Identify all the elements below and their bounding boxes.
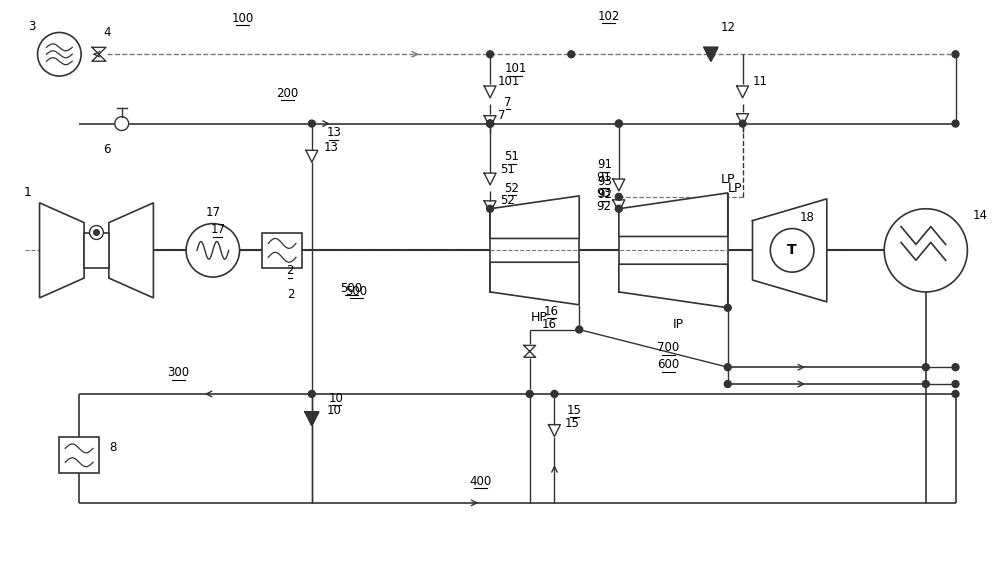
Circle shape	[615, 205, 622, 212]
Text: 91: 91	[597, 158, 612, 171]
Circle shape	[952, 390, 959, 397]
Text: 91: 91	[596, 170, 611, 184]
Polygon shape	[490, 196, 579, 238]
Circle shape	[38, 32, 81, 76]
Text: 101: 101	[498, 75, 520, 88]
Circle shape	[922, 364, 929, 371]
Text: 17: 17	[210, 223, 225, 237]
Text: 92: 92	[597, 188, 612, 201]
FancyBboxPatch shape	[262, 233, 302, 268]
Polygon shape	[40, 203, 84, 298]
Text: 700: 700	[657, 341, 679, 355]
Circle shape	[707, 51, 714, 58]
Text: 11: 11	[753, 75, 768, 88]
Text: 17: 17	[205, 206, 220, 219]
Text: 16: 16	[542, 318, 557, 331]
Polygon shape	[704, 47, 718, 61]
Text: 7: 7	[498, 109, 506, 122]
Text: 10: 10	[327, 404, 342, 417]
Polygon shape	[619, 264, 728, 308]
Text: 18: 18	[800, 211, 814, 224]
Text: 8: 8	[109, 441, 116, 454]
Text: 16: 16	[544, 305, 559, 317]
Text: 52: 52	[500, 194, 515, 207]
Text: 4: 4	[103, 26, 111, 39]
Text: IP: IP	[673, 318, 684, 331]
Polygon shape	[619, 193, 728, 237]
Circle shape	[952, 51, 959, 58]
Text: 12: 12	[721, 21, 736, 34]
Text: 13: 13	[324, 141, 339, 154]
Polygon shape	[305, 412, 319, 426]
Polygon shape	[109, 203, 153, 298]
Circle shape	[487, 120, 494, 127]
Circle shape	[568, 51, 575, 58]
Text: 93: 93	[598, 175, 612, 188]
Text: 52: 52	[504, 182, 519, 195]
Circle shape	[487, 120, 494, 127]
Text: 2: 2	[287, 288, 295, 302]
Circle shape	[551, 390, 558, 397]
Text: 92: 92	[596, 200, 611, 213]
Text: 500: 500	[345, 285, 367, 298]
Circle shape	[94, 230, 99, 235]
Text: 600: 600	[657, 358, 679, 371]
Text: 10: 10	[329, 392, 344, 405]
Text: 200: 200	[276, 87, 298, 100]
Text: 6: 6	[103, 143, 111, 156]
Circle shape	[308, 390, 315, 397]
Circle shape	[952, 120, 959, 127]
Polygon shape	[490, 262, 579, 305]
Text: 14: 14	[973, 209, 988, 222]
Text: T: T	[787, 243, 797, 257]
Circle shape	[615, 120, 622, 127]
Circle shape	[487, 205, 494, 212]
Text: 15: 15	[564, 417, 579, 430]
Text: 51: 51	[504, 150, 519, 163]
Text: 300: 300	[167, 366, 189, 379]
Text: 7: 7	[504, 96, 512, 109]
Text: 3: 3	[28, 20, 35, 33]
Text: 400: 400	[469, 475, 491, 488]
Circle shape	[115, 117, 129, 131]
Circle shape	[526, 390, 533, 397]
FancyBboxPatch shape	[84, 233, 109, 268]
Circle shape	[724, 381, 731, 388]
Circle shape	[724, 364, 731, 371]
Circle shape	[724, 304, 731, 311]
Text: 1: 1	[24, 186, 32, 200]
Text: 101: 101	[505, 62, 527, 75]
Text: 51: 51	[500, 162, 515, 176]
Circle shape	[487, 120, 494, 127]
FancyBboxPatch shape	[59, 438, 99, 473]
Text: 100: 100	[231, 11, 254, 25]
Text: 93: 93	[596, 188, 611, 201]
Text: 13: 13	[326, 127, 341, 140]
Circle shape	[615, 193, 622, 200]
Circle shape	[90, 226, 103, 239]
Circle shape	[922, 381, 929, 388]
Polygon shape	[753, 199, 827, 302]
Circle shape	[186, 223, 240, 277]
Circle shape	[884, 209, 967, 292]
Circle shape	[615, 120, 622, 127]
Circle shape	[487, 51, 494, 58]
Circle shape	[770, 229, 814, 272]
Text: 500: 500	[340, 282, 363, 295]
Circle shape	[308, 120, 315, 127]
Text: 2: 2	[286, 264, 294, 277]
Circle shape	[952, 381, 959, 388]
Text: LP: LP	[727, 182, 742, 196]
Circle shape	[952, 364, 959, 371]
Text: HP: HP	[531, 311, 548, 324]
Circle shape	[739, 120, 746, 127]
Text: 15: 15	[567, 404, 582, 417]
Text: LP: LP	[721, 173, 735, 186]
Circle shape	[576, 326, 583, 333]
Text: 102: 102	[598, 10, 620, 23]
